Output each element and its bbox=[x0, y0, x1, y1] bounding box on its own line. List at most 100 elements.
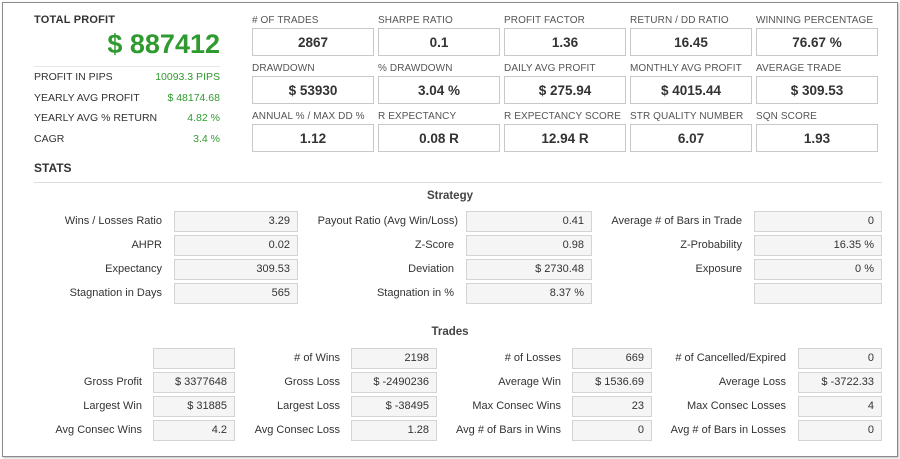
metric-value: 0.1 bbox=[378, 28, 500, 56]
trades-label: # of Cancelled/Expired bbox=[675, 352, 786, 364]
metric-profit-factor: PROFIT FACTOR 1.36 bbox=[504, 15, 626, 56]
trades-value: 669 bbox=[572, 348, 652, 369]
metric-average-trade: AVERAGE TRADE $ 309.53 bbox=[756, 63, 878, 104]
metric-sharpe-ratio: SHARPE RATIO 0.1 bbox=[378, 15, 500, 56]
metric-value: 1.93 bbox=[756, 124, 878, 152]
total-profit-label: TOTAL PROFIT bbox=[34, 14, 116, 26]
strategy-label: Z-Score bbox=[414, 239, 454, 251]
metric-annual-max-dd: ANNUAL % / MAX DD % 1.12 bbox=[252, 111, 374, 152]
stats-title: STATS bbox=[34, 161, 72, 175]
trades-value: 4.2 bbox=[153, 420, 235, 441]
metric-value: 1.36 bbox=[504, 28, 626, 56]
total-profit-value: $ 887412 bbox=[107, 29, 220, 59]
trades-label: Gross Loss bbox=[284, 376, 340, 388]
strategy-label: AHPR bbox=[131, 239, 162, 251]
strategy-label: Wins / Losses Ratio bbox=[64, 215, 162, 227]
metric-label: MONTHLY AVG PROFIT bbox=[630, 63, 742, 74]
strategy-label: Payout Ratio (Avg Win/Loss) bbox=[317, 215, 458, 227]
trades-label: Average Loss bbox=[718, 376, 786, 388]
trades-value: 2198 bbox=[351, 348, 437, 369]
trades-section-title: Trades bbox=[431, 326, 469, 338]
summary-row-value: 10093.3 PIPS bbox=[155, 71, 220, 84]
metric-str-quality-number: STR QUALITY NUMBER 6.07 bbox=[630, 111, 752, 152]
metric-label: ANNUAL % / MAX DD % bbox=[252, 111, 365, 122]
strategy-value: 0.41 bbox=[466, 211, 592, 232]
strategy-label: Stagnation in % bbox=[376, 287, 454, 299]
trades-label: Largest Win bbox=[83, 400, 142, 412]
profit-summary: TOTAL PROFIT $ 887412 PROFIT IN PIPS 100… bbox=[34, 14, 220, 149]
metric-monthly-avg-profit: MONTHLY AVG PROFIT $ 4015.44 bbox=[630, 63, 752, 104]
trades-value: $ 31885 bbox=[153, 396, 235, 417]
metric-label: WINNING PERCENTAGE bbox=[756, 15, 874, 26]
strategy-value: 0.02 bbox=[174, 235, 298, 256]
trades-value: $ 1536.69 bbox=[572, 372, 652, 393]
metric-drawdown: DRAWDOWN $ 53930 bbox=[252, 63, 374, 104]
trades-value: 4 bbox=[798, 396, 882, 417]
strategy-value bbox=[754, 283, 882, 304]
metric-value: 0.08 R bbox=[378, 124, 500, 152]
trades-label: Avg Consec Wins bbox=[55, 424, 142, 436]
metric-label: STR QUALITY NUMBER bbox=[630, 111, 744, 122]
strategy-label: Exposure bbox=[695, 263, 742, 275]
stats-divider bbox=[34, 182, 882, 183]
metric-label: % DRAWDOWN bbox=[378, 63, 453, 74]
trades-value: 1.28 bbox=[351, 420, 437, 441]
metric-value: $ 275.94 bbox=[504, 76, 626, 104]
trades-label: Avg # of Bars in Wins bbox=[456, 424, 561, 436]
strategy-value: 8.37 % bbox=[466, 283, 592, 304]
trades-label: Avg Consec Loss bbox=[254, 424, 340, 436]
metric-label: SHARPE RATIO bbox=[378, 15, 453, 26]
trades-value: $ 3377648 bbox=[153, 372, 235, 393]
metric-label: DAILY AVG PROFIT bbox=[504, 63, 596, 74]
strategy-label: Stagnation in Days bbox=[69, 287, 162, 299]
strategy-label: Deviation bbox=[408, 263, 454, 275]
trades-value: $ -3722.33 bbox=[798, 372, 882, 393]
metric-r-expectancy: R EXPECTANCY 0.08 R bbox=[378, 111, 500, 152]
summary-row-yearly-profit: YEARLY AVG PROFIT $ 48174.68 bbox=[34, 88, 220, 109]
metric-value: 2867 bbox=[252, 28, 374, 56]
trades-label: Max Consec Wins bbox=[472, 400, 561, 412]
metric-value: 3.04 % bbox=[378, 76, 500, 104]
trades-value: 0 bbox=[798, 348, 882, 369]
summary-row-label: YEARLY AVG % RETURN bbox=[34, 112, 158, 125]
trades-label: # of Losses bbox=[504, 352, 561, 364]
summary-row-value: 4.82 % bbox=[187, 112, 220, 125]
metric-value: $ 53930 bbox=[252, 76, 374, 104]
trades-value: $ -38495 bbox=[351, 396, 437, 417]
metric-sqn-score: SQN SCORE 1.93 bbox=[756, 111, 878, 152]
summary-row-yearly-return: YEARLY AVG % RETURN 4.82 % bbox=[34, 108, 220, 129]
strategy-section-title: Strategy bbox=[426, 190, 474, 202]
summary-row-value: 3.4 % bbox=[193, 132, 220, 145]
strategy-label: Expectancy bbox=[105, 263, 162, 275]
metric-value: 12.94 R bbox=[504, 124, 626, 152]
summary-row-label: YEARLY AVG PROFIT bbox=[34, 91, 140, 104]
trades-label: # of Wins bbox=[294, 352, 340, 364]
summary-divider bbox=[34, 66, 220, 67]
metric-value: 1.12 bbox=[252, 124, 374, 152]
strategy-value: 0 bbox=[754, 211, 882, 232]
metric-value: 6.07 bbox=[630, 124, 752, 152]
metric-value: 16.45 bbox=[630, 28, 752, 56]
strategy-label: Z-Probability bbox=[680, 239, 742, 251]
metric-value: $ 309.53 bbox=[756, 76, 878, 104]
trades-label: Gross Profit bbox=[83, 376, 142, 388]
trades-label: Average Win bbox=[498, 376, 561, 388]
trades-value: 23 bbox=[572, 396, 652, 417]
metric-r-expectancy-score: R EXPECTANCY SCORE 12.94 R bbox=[504, 111, 626, 152]
trades-value: 0 bbox=[798, 420, 882, 441]
strategy-value: 565 bbox=[174, 283, 298, 304]
metric-percent-drawdown: % DRAWDOWN 3.04 % bbox=[378, 63, 500, 104]
metric-label: AVERAGE TRADE bbox=[756, 63, 842, 74]
metric-return-dd-ratio: RETURN / DD RATIO 16.45 bbox=[630, 15, 752, 56]
trades-value: 0 bbox=[572, 420, 652, 441]
trades-value bbox=[153, 348, 235, 369]
metric-winning-percentage: WINNING PERCENTAGE 76.67 % bbox=[756, 15, 878, 56]
metric-label: RETURN / DD RATIO bbox=[630, 15, 729, 26]
strategy-value: 309.53 bbox=[174, 259, 298, 280]
summary-row-pips: PROFIT IN PIPS 10093.3 PIPS bbox=[34, 67, 220, 88]
summary-row-value: $ 48174.68 bbox=[167, 91, 220, 104]
trades-value: $ -2490236 bbox=[351, 372, 437, 393]
trades-label: Max Consec Losses bbox=[686, 400, 786, 412]
strategy-value: 3.29 bbox=[174, 211, 298, 232]
metric-value: $ 4015.44 bbox=[630, 76, 752, 104]
